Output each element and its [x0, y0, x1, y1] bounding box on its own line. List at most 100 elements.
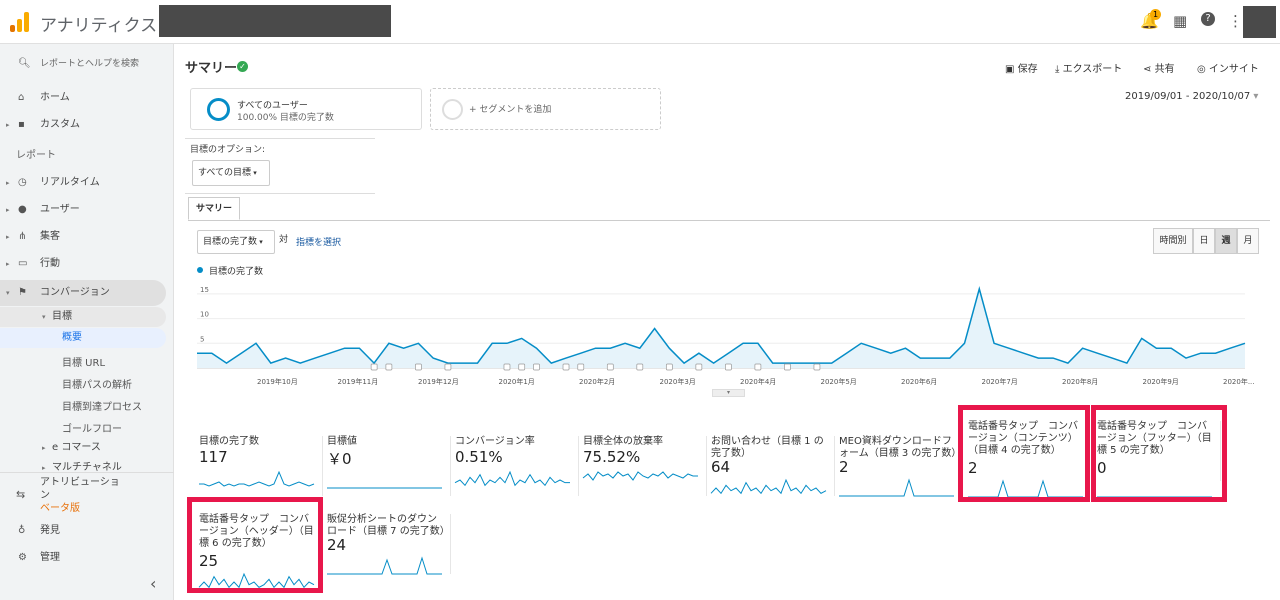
granularity-month[interactable]: 月	[1237, 228, 1259, 254]
sidebar-item-attribution[interactable]: アトリビューションベータ版	[40, 477, 120, 514]
segment-circle-icon	[207, 98, 230, 121]
sidebar-item-admin[interactable]: ⚙ 管理	[0, 548, 174, 568]
page-title: サマリー	[185, 61, 238, 76]
share-button[interactable]: ⋖ 共有	[1143, 64, 1175, 75]
divider	[185, 138, 375, 139]
sidebar-item-discover[interactable]: ♁ 発見	[0, 521, 174, 541]
scorecard-value: 2	[968, 459, 978, 477]
sidebar-search[interactable]: 🔍︎ レポートとヘルプを検索	[0, 54, 174, 74]
scorecard[interactable]: 目標値 ￥0	[325, 436, 451, 496]
x-tick-label: 2020年4月	[740, 377, 776, 386]
notification-badge: 1	[1150, 9, 1161, 20]
analytics-logo-icon[interactable]	[10, 12, 30, 32]
date-range-picker[interactable]: 2019/09/01 - 2020/10/07 ▾	[1125, 91, 1259, 102]
choose-metric-link[interactable]: 指標を選択	[296, 238, 342, 248]
sidebar-item-home[interactable]: ⌂ ホーム	[0, 88, 174, 108]
sidebar-item-realtime[interactable]: ▸ ◷ リアルタイム	[0, 173, 174, 193]
search-icon: 🔍︎	[18, 58, 31, 69]
sidebar-item-acquisition[interactable]: ▸ ⋔ 集客	[0, 227, 174, 247]
scorecard-sparkline	[327, 556, 442, 575]
sparkline-path	[582, 471, 698, 481]
apps-grid-icon[interactable]: ▦	[1173, 12, 1188, 30]
chart-resize-handle[interactable]: ▾	[712, 389, 745, 397]
divider	[185, 193, 375, 194]
metric-select[interactable]: 目標の完了数 ▾	[197, 230, 275, 254]
granularity-week[interactable]: 週	[1215, 228, 1237, 254]
sidebar-item-goals[interactable]: ▾ 目標	[0, 307, 166, 327]
goal-option-select[interactable]: すべての目標 ▾	[192, 160, 270, 186]
granularity-day[interactable]: 日	[1193, 228, 1215, 254]
annotation-marker	[415, 363, 422, 371]
account-selector[interactable]	[159, 5, 391, 37]
sparkline-path	[198, 572, 315, 589]
scorecard-title: コンバージョン率	[455, 436, 535, 447]
scorecard[interactable]: MEO資料ダウンロードフォーム（目標 3 の完了数） 2	[837, 436, 963, 497]
dropdown-arrow-icon: ▾	[251, 169, 257, 177]
sidebar-item-goal-url[interactable]: 目標 URL	[62, 358, 106, 369]
scorecard-value: 75.52%	[583, 448, 641, 466]
sparkline-path	[839, 478, 954, 497]
collapse-sidebar-icon[interactable]: ‹	[150, 574, 157, 593]
dashboard-icon: ▪	[18, 119, 25, 130]
more-vert-icon[interactable]: ⋮	[1228, 12, 1243, 30]
insight-button[interactable]: ◎ インサイト	[1197, 64, 1259, 75]
x-tick-label: 2020年2月	[579, 377, 615, 386]
sidebar: 🔍︎ レポートとヘルプを検索 ⌂ ホーム ▸ ▪ カスタム レポート ▸ ◷ リアルタイム …	[0, 44, 174, 600]
granularity-hourly[interactable]: 時間別	[1153, 228, 1193, 254]
scorecard-sparkline	[199, 470, 315, 487]
scorecard-sparkline	[582, 471, 698, 481]
sidebar-item-overview[interactable]: 概要	[0, 328, 166, 348]
x-tick-label: 2020年6月	[901, 377, 937, 386]
scorecard[interactable]: コンバージョン率 0.51%	[453, 436, 579, 496]
sidebar-item-ecommerce[interactable]: ▸ e コマース	[0, 438, 174, 458]
series-line	[197, 286, 1246, 365]
scorecard-title: 目標の完了数	[199, 436, 259, 447]
verified-check-icon: ✓	[237, 61, 248, 72]
scorecard[interactable]: 目標全体の放棄率 75.52%	[581, 436, 707, 496]
chart-legend: 目標の完了数	[209, 267, 264, 277]
sparkline-path	[199, 470, 315, 487]
sidebar-item-goal-flow[interactable]: ゴールフロー	[62, 424, 122, 435]
scorecard[interactable]: お問い合わせ（目標 1 の完了数） 64	[709, 436, 835, 496]
sidebar-item-custom[interactable]: ▸ ▪ カスタム	[0, 115, 174, 135]
annotation-marker	[444, 363, 452, 371]
sidebar-item-behavior[interactable]: ▸ ▭ 行動	[0, 254, 174, 274]
add-segment-button[interactable]: + セグメントを追加	[430, 88, 661, 130]
scorecard-title: 電話番号タップ コンバージョン（ヘッダー）（目標 6 の完了数）	[199, 514, 314, 549]
sparkline-path	[710, 478, 827, 495]
app-title[interactable]: アナリティクス	[40, 16, 158, 36]
dropdown-arrow-icon: ▾	[257, 238, 263, 246]
avatar[interactable]	[1243, 6, 1276, 38]
y-tick-label: 15	[200, 286, 209, 294]
save-button[interactable]: ▣ 保存	[1005, 64, 1038, 75]
insight-icon: ◎	[1197, 64, 1209, 75]
flag-icon: ⚑	[18, 287, 27, 298]
annotation-marker	[518, 363, 526, 371]
scorecard[interactable]: 目標の完了数 117	[197, 436, 323, 496]
tab-summary[interactable]: サマリー	[188, 197, 240, 220]
expand-arrow-icon: ▸	[6, 179, 10, 187]
scorecard[interactable]: 電話番号タップ コンバージョン（ヘッダー）（目標 6 の完了数） 25	[197, 514, 323, 589]
expand-arrow-icon: ▸	[6, 233, 10, 241]
sidebar-item-funnel[interactable]: 目標到達プロセス	[62, 402, 142, 413]
export-button[interactable]: ⤓ エクスポート	[1055, 64, 1123, 75]
scorecard-value: ￥0	[327, 450, 352, 468]
versus-label: 対	[279, 235, 289, 245]
x-tick-label: 2019年10月	[257, 377, 298, 386]
sidebar-item-reverse-path[interactable]: 目標パスの解析	[62, 380, 132, 391]
help-icon[interactable]: ?	[1201, 12, 1215, 26]
scorecard[interactable]: 販促分析シートのダウンロード（目標 7 の完了数） 24	[325, 514, 451, 575]
highlight-box-goal5	[1091, 405, 1227, 502]
divider	[0, 472, 174, 473]
empty-circle-icon	[442, 99, 463, 120]
expand-arrow-icon: ▸	[6, 206, 10, 214]
legend-dot	[197, 267, 203, 273]
annotation-marker	[636, 363, 644, 371]
sidebar-item-multichannel[interactable]: ▸ マルチチャネル	[0, 458, 174, 472]
sidebar-item-users[interactable]: ▸ ● ユーザー	[0, 200, 174, 220]
scorecard-sparkline	[454, 470, 570, 487]
segment-all-users[interactable]: すべてのユーザー 100.00% 目標の完了数	[190, 88, 422, 130]
scorecard-title: MEO資料ダウンロードフォーム（目標 3 の完了数）	[839, 436, 962, 459]
sidebar-item-conversions[interactable]: ▾ ⚑ コンバージョン	[0, 280, 166, 306]
highlight-box-goal6	[187, 497, 323, 593]
